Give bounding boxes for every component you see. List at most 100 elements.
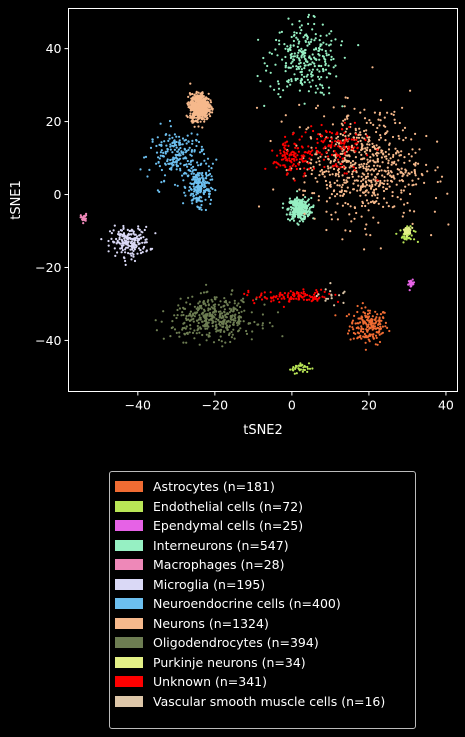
data-point (328, 173, 331, 176)
data-point (315, 107, 318, 110)
data-point (350, 220, 353, 223)
data-point (321, 171, 324, 174)
data-point (309, 57, 312, 60)
data-point (236, 304, 239, 307)
data-point (286, 294, 289, 297)
data-point (363, 320, 366, 323)
data-point (313, 293, 316, 296)
data-point (363, 150, 366, 153)
data-point (401, 175, 404, 178)
data-point (166, 150, 169, 153)
data-point (394, 121, 397, 125)
data-point (196, 102, 199, 105)
data-point (340, 40, 344, 43)
data-point (310, 172, 313, 176)
data-point (169, 143, 172, 146)
data-point (193, 337, 196, 340)
data-point (414, 164, 417, 167)
data-point (263, 104, 266, 107)
legend-swatch (115, 481, 143, 493)
data-point (360, 153, 363, 156)
data-point (303, 151, 306, 154)
data-point (303, 181, 306, 184)
data-point (352, 138, 355, 141)
data-point (351, 163, 354, 166)
data-point (318, 174, 321, 177)
data-point (193, 305, 196, 308)
data-point (353, 217, 356, 220)
data-point (175, 316, 178, 320)
data-point (379, 136, 382, 139)
data-point (337, 142, 341, 145)
data-point (213, 296, 216, 299)
data-point (278, 31, 281, 34)
data-point (295, 207, 298, 211)
data-point (260, 298, 264, 301)
data-point (344, 229, 347, 232)
data-point (143, 228, 146, 232)
data-point (215, 327, 218, 330)
data-point (287, 292, 290, 295)
data-point (188, 312, 191, 315)
data-point (160, 141, 163, 144)
data-point (291, 23, 294, 26)
data-point (220, 306, 223, 309)
data-point (360, 204, 364, 208)
data-point (368, 312, 371, 315)
data-point (176, 308, 179, 312)
data-point (222, 315, 225, 318)
data-point (203, 302, 206, 305)
data-point (392, 161, 396, 165)
data-point (300, 24, 303, 27)
data-point (205, 177, 208, 180)
data-point (187, 101, 190, 104)
data-point (366, 172, 370, 175)
data-point (356, 322, 359, 325)
data-point (191, 92, 194, 96)
legend-swatch (115, 637, 143, 649)
data-point (298, 40, 301, 43)
y-tick-label: 20 (46, 114, 62, 129)
data-point (345, 127, 348, 130)
data-point (279, 164, 282, 167)
data-point (226, 328, 229, 331)
data-point (225, 316, 228, 319)
data-point (303, 102, 306, 105)
legend-swatch (115, 656, 143, 668)
data-point (354, 167, 358, 170)
data-point (320, 168, 323, 172)
data-point (205, 333, 208, 336)
data-point (134, 239, 137, 242)
data-point (333, 181, 336, 185)
data-point (303, 75, 306, 78)
data-point (209, 198, 213, 201)
data-point (389, 179, 393, 182)
data-point (207, 309, 210, 312)
data-point (297, 198, 300, 201)
data-point (347, 134, 350, 137)
data-point (345, 115, 348, 118)
data-point (208, 195, 211, 198)
data-point (206, 100, 209, 103)
data-point (371, 153, 374, 156)
data-point (401, 180, 405, 183)
data-point (317, 195, 320, 198)
data-point (196, 192, 199, 195)
data-point (313, 48, 316, 51)
data-point (293, 52, 296, 55)
data-point (193, 109, 196, 112)
data-point (308, 63, 311, 66)
data-point (173, 183, 177, 186)
data-point (199, 120, 202, 123)
data-point (172, 141, 175, 144)
data-point (328, 181, 332, 184)
data-point (192, 197, 195, 200)
data-point (123, 241, 126, 244)
data-point (321, 84, 324, 87)
data-point (392, 113, 395, 116)
data-point (354, 332, 357, 335)
data-point (366, 336, 369, 339)
data-point (323, 175, 326, 178)
data-point (341, 160, 344, 163)
data-point (135, 244, 138, 247)
